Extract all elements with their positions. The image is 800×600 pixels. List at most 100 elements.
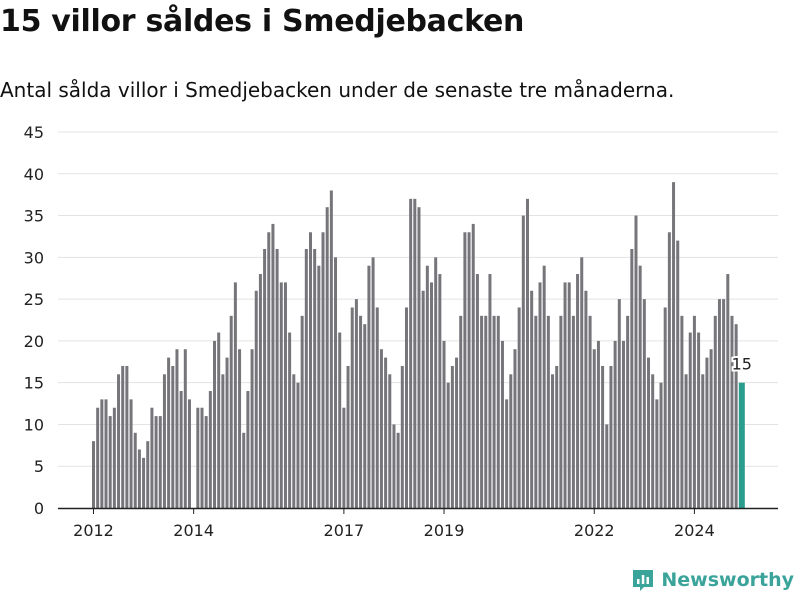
y-tick-label: 20 [24,332,44,351]
bar [350,307,354,508]
bar [609,365,613,508]
bar [208,391,212,508]
bar [555,365,559,508]
bar [129,399,133,508]
bar [400,365,404,508]
bar [567,282,571,508]
newsworthy-brand[interactable]: Newsworthy [631,568,794,592]
bar [117,374,121,508]
bar [213,340,217,508]
bar [459,315,463,508]
bar [596,340,600,508]
bar [388,374,392,508]
bar [588,315,592,508]
chart-title: 15 villor såldes i Smedjebacken [0,4,525,39]
bar [417,207,421,508]
bar [659,382,663,508]
bar [638,265,642,508]
bar [359,315,363,508]
bar [283,282,287,508]
bar [233,282,237,508]
bar [617,299,621,508]
bar [242,432,246,508]
bar [271,223,275,508]
bar [142,457,146,508]
bar [321,232,325,508]
highlight-bar [738,382,745,508]
bar [183,349,187,508]
chart-subtitle: Antal sålda villor i Smedjebacken under … [0,78,675,102]
bar [709,349,713,508]
newsworthy-logo-icon [633,570,654,591]
bar [630,248,634,509]
bar [500,340,504,508]
bar [171,365,175,508]
bar [167,357,171,508]
bar [542,265,546,508]
bar [371,257,375,508]
bar [309,232,312,508]
bar [576,274,580,508]
bar [146,441,150,508]
x-tick-label: 2012 [73,521,114,540]
bar [521,215,525,508]
bar [538,282,542,508]
bar [534,315,538,508]
bar [551,374,555,508]
bar [571,315,575,508]
bar [346,365,350,508]
bar [300,315,304,508]
bar [651,374,655,508]
x-tick-label: 2024 [674,521,715,540]
x-tick-label: 2019 [424,521,465,540]
bar [480,315,484,508]
bar [701,374,705,508]
bar [246,391,250,508]
bar [296,382,300,508]
bar [175,349,179,508]
bar [187,399,191,508]
bar [221,374,225,508]
bar [705,357,709,508]
bar [96,407,100,508]
x-tick-label: 2017 [324,521,365,540]
bar [121,365,125,508]
bar [626,315,630,508]
bar [329,190,333,509]
bar [384,357,388,508]
bar [580,257,584,508]
bar [525,198,529,508]
x-tick-label: 2014 [173,521,214,540]
y-tick-label: 15 [24,374,44,393]
highlight-label: 15 [732,355,752,374]
bar [104,399,108,508]
bar [471,223,475,508]
bar [125,365,129,508]
bar [680,315,684,508]
bar [713,315,717,508]
bar [367,265,371,508]
bar [492,315,496,508]
y-tick-label: 25 [24,290,44,309]
bar [154,416,158,508]
bar [450,365,454,508]
bar [229,315,233,508]
bar [605,424,609,508]
bar [275,248,279,509]
bar [563,282,567,508]
bar [438,274,442,508]
bar [338,332,342,508]
bar [584,290,588,508]
bar [667,232,671,508]
bar [672,182,676,508]
y-tick-label: 45 [24,123,44,142]
bar [663,307,667,508]
bar [162,374,166,508]
bar [196,407,200,508]
bar [722,299,726,508]
y-tick-label: 40 [24,165,44,184]
bar [430,282,434,508]
bar [92,441,95,508]
bar [413,198,417,508]
